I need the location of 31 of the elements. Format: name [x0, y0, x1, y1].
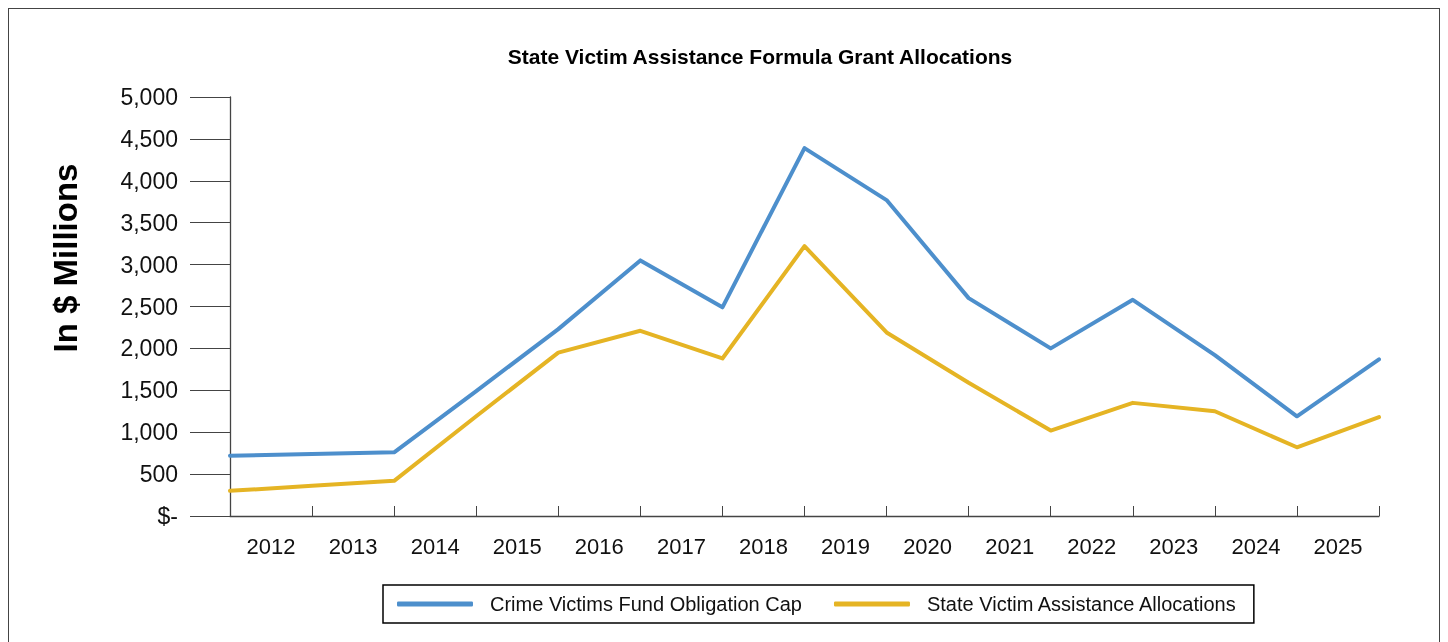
x-tick-label: 2024: [1231, 533, 1281, 559]
y-axis-title: In $ Millions: [46, 163, 84, 353]
x-tick-label: 2015: [492, 533, 542, 559]
x-tick-label: 2021: [985, 533, 1035, 559]
x-tick-label: 2012: [246, 533, 296, 559]
line-series: [228, 244, 1381, 493]
y-tick-label: 3,500: [120, 209, 178, 236]
y-tick-label: 500: [139, 461, 178, 488]
chart-title: State Victim Assistance Formula Grant Allocations: [507, 45, 1013, 68]
x-tick-label: 2013: [328, 533, 378, 559]
x-tick-label: 2014: [410, 533, 460, 559]
y-tick-label: 2,500: [120, 293, 178, 320]
x-tick-label: 2018: [738, 533, 788, 559]
y-tick-label: 5,000: [120, 84, 178, 110]
x-tick-label: 2025: [1313, 533, 1363, 559]
line-series: [228, 146, 1381, 458]
y-tick-label: 1,000: [120, 419, 178, 446]
x-tick-label: 2016: [574, 533, 624, 559]
legend-label: Crime Victims Fund Obligation Cap: [490, 593, 802, 615]
legend-label: State Victim Assistance Allocations: [926, 593, 1236, 615]
x-tick-label: 2022: [1067, 533, 1117, 559]
y-tick-label: 1,500: [120, 377, 178, 404]
y-tick-label: $-: [157, 503, 178, 529]
x-tick-label: 2023: [1149, 533, 1199, 559]
y-tick-label: 3,000: [120, 251, 178, 278]
y-tick-label: 4,000: [120, 167, 178, 194]
x-tick-label: 2017: [656, 533, 706, 559]
x-tick-label: 2019: [821, 533, 871, 559]
x-tick-label: 2020: [903, 533, 953, 559]
y-tick-label: 2,000: [120, 335, 178, 362]
y-tick-label: 4,500: [120, 125, 178, 152]
